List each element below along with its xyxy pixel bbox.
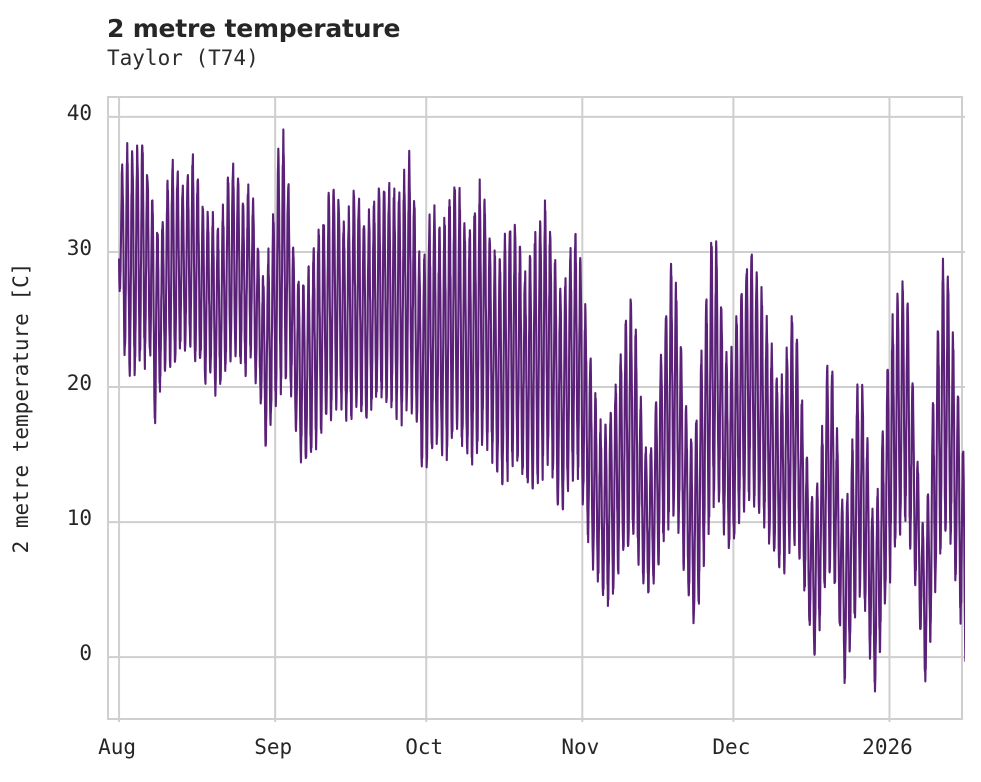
temperature-line-chart xyxy=(109,98,965,722)
y-axis-tick-label: 0 xyxy=(79,641,92,666)
y-axis-tick-label: 10 xyxy=(66,506,92,531)
x-axis-tick-label: 2026 xyxy=(862,735,913,759)
y-axis-label: 2 metre temperature [C] xyxy=(9,262,33,554)
y-axis-label-container: 2 metre temperature [C] xyxy=(0,96,42,720)
x-axis-tick-label: Oct xyxy=(405,735,444,759)
chart-subtitle: Taylor (T74) xyxy=(107,46,259,70)
y-axis-tick-labels: 0 10 20 30 40 xyxy=(40,0,92,782)
x-axis-tick-label: Dec xyxy=(712,735,751,759)
x-axis-tick-label: Sep xyxy=(254,735,293,759)
x-axis-tick-label: Aug xyxy=(98,735,137,759)
y-axis-tick-label: 30 xyxy=(66,235,92,260)
title-block: 2 metre temperature Taylor (T74) xyxy=(107,14,907,72)
plot-area xyxy=(107,96,965,722)
temperature-series xyxy=(118,128,965,693)
temperature-line xyxy=(118,128,965,693)
y-axis-tick-label: 20 xyxy=(66,371,92,396)
x-axis-tick-label: Nov xyxy=(561,735,600,759)
page-title: 2 metre temperature xyxy=(107,14,401,43)
x-axis-tick-labels: Aug Sep Oct Nov Dec 2026 xyxy=(0,735,981,775)
y-axis-tick-label: 40 xyxy=(66,100,92,125)
